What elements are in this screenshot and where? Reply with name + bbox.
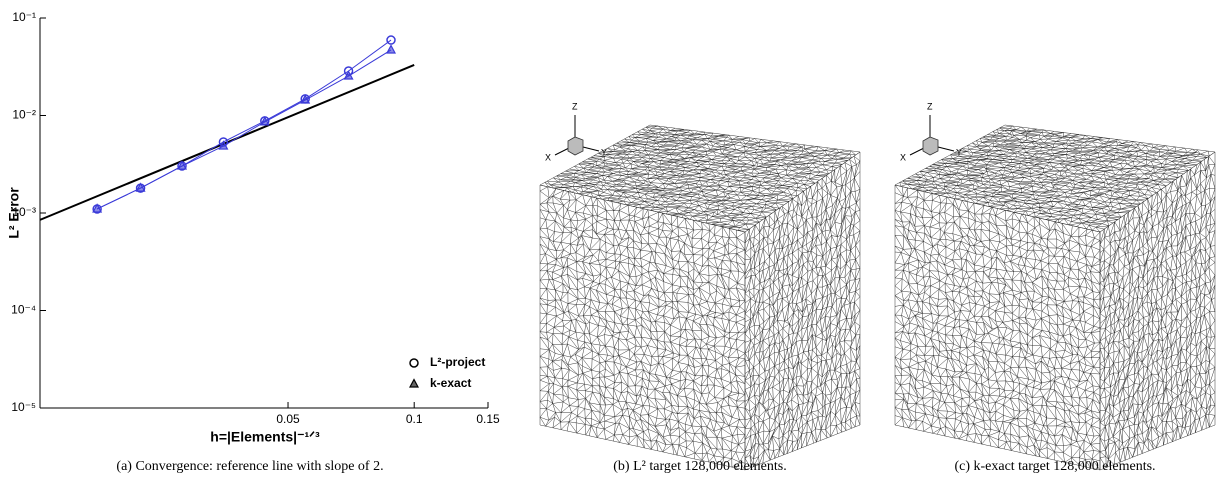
series-line [96,49,392,210]
point [343,70,354,80]
axis-label: X [900,152,906,162]
mesh-face [1099,151,1216,471]
legend-label: L²-project [430,355,485,369]
y-tick-label: 10⁻² [12,108,36,122]
x-tick-label: 0.15 [476,412,500,426]
x-tick-label: 0.05 [276,412,300,426]
point [259,116,270,126]
mesh-face [894,124,1216,233]
point [386,35,396,45]
caption: (a) Convergence: reference line with slo… [116,459,383,474]
y-axis-label: L² Error [6,187,22,239]
mesh-face [894,184,1101,471]
y-tick-label: 10⁻³ [12,205,36,219]
legend-marker [409,358,419,368]
legend-label: k-exact [430,376,471,390]
x-axis-label: h=|Elements|⁻¹ᐟ³ [210,429,320,445]
axis-label: Y [956,147,962,157]
y-tick-label: 10⁻⁴ [11,303,36,317]
triad-cube [567,136,584,156]
point [218,140,229,150]
axis-label: X [545,152,551,162]
axis-label: Y [601,147,607,157]
x-tick-label: 0.1 [406,412,423,426]
point [300,94,311,104]
point [386,44,397,54]
caption: (b) L² target 128,000 elements. [613,459,786,474]
mesh-face [539,124,861,233]
point [177,160,188,170]
triad-cube [922,136,939,156]
axis-label: Z [927,101,933,111]
legend-marker [409,378,419,388]
y-tick-label: 10⁻¹ [12,10,36,24]
caption: (c) k-exact target 128,000 elements. [954,459,1155,474]
axis-label: Z [572,101,578,111]
mesh-face [539,184,746,471]
point [135,182,146,192]
point [92,203,103,213]
y-tick-label: 10⁻⁵ [11,400,36,414]
